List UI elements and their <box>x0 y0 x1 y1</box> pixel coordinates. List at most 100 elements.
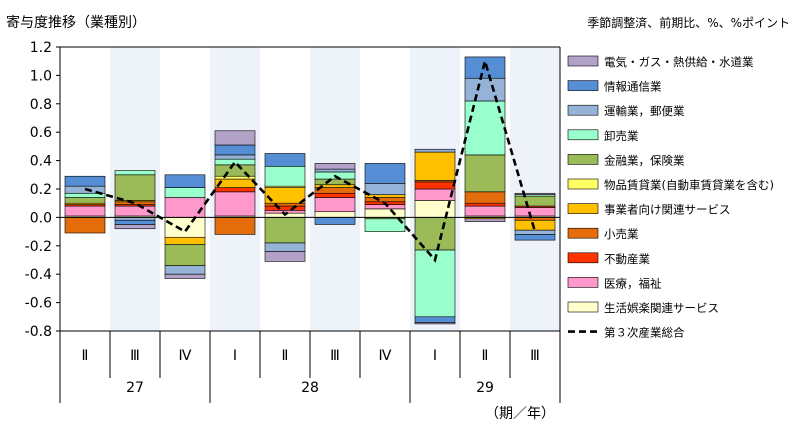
bar-segment <box>264 217 306 244</box>
legend-label: 第３次産業総合 <box>604 326 685 340</box>
x-tick-label: Ⅱ <box>82 348 89 364</box>
bar-segment <box>314 217 356 225</box>
legend-swatch <box>567 129 599 141</box>
bar-segment <box>114 224 156 230</box>
bar-segment <box>464 191 506 204</box>
bar-segment <box>464 202 506 207</box>
legend-swatch <box>567 178 599 190</box>
bar-segment <box>414 316 456 323</box>
bar-segment <box>64 217 106 234</box>
bar-segment <box>164 217 206 238</box>
legend-label: 電気・ガス・熱供給・水道業 <box>604 55 754 69</box>
y-tick-label: -0.4 <box>25 267 52 283</box>
shaded-band <box>510 47 560 331</box>
legend-swatch <box>567 80 599 91</box>
legend-swatch <box>567 252 599 264</box>
bar-segment <box>514 192 556 195</box>
bar-segment <box>414 181 456 190</box>
bar-segment <box>514 234 556 241</box>
bar-segment <box>314 168 356 173</box>
legend-swatch <box>567 104 599 116</box>
bar-segment <box>414 322 456 325</box>
x-tick-label: Ⅱ <box>482 348 489 364</box>
bar-segment <box>64 205 106 217</box>
bar-segment <box>364 218 406 232</box>
bar-segment <box>214 217 256 235</box>
x-tick-label: Ⅱ <box>282 348 289 364</box>
legend-label: 事業者向け関連サービス <box>604 203 731 217</box>
bar-segment <box>214 130 256 146</box>
axes: 1.2 1.0 0.8 0.6 0.4 0.2 0.0 -0.2 -0.4 -0.6 -0.8 Ⅱ Ⅲ Ⅳ… <box>25 40 561 403</box>
legend-swatch <box>567 227 599 239</box>
bar-segment <box>164 265 206 275</box>
bar-segment <box>114 174 156 201</box>
bar-segment <box>314 197 356 213</box>
x-tick-label: Ⅰ <box>433 348 437 364</box>
x-tick-label: Ⅲ <box>530 348 540 364</box>
y-tick-label: 0.0 <box>30 210 52 226</box>
chart-title: 寄与度推移（業種別） <box>6 14 146 31</box>
legend-label: 不動産業 <box>604 252 650 266</box>
year-label: 29 <box>476 380 494 396</box>
legend-label: 運輸業，郵便業 <box>604 104 685 118</box>
bar-segment <box>64 197 106 204</box>
bar-segment <box>264 251 306 262</box>
bar-segment <box>264 165 306 187</box>
y-tick-label: 0.8 <box>30 97 52 113</box>
y-tick-label: 0.2 <box>30 182 52 198</box>
bar-segment <box>164 197 206 218</box>
bar-segment <box>264 202 306 207</box>
bar-segment <box>514 207 556 217</box>
bar-segment <box>364 204 406 210</box>
bar-segment <box>214 164 256 177</box>
y-tick-label: 0.6 <box>30 125 52 141</box>
bar-segment <box>364 194 406 198</box>
bar-segment <box>364 197 406 203</box>
bar-segment <box>464 218 506 222</box>
bar-segment <box>264 205 306 211</box>
legend-swatch <box>567 154 599 165</box>
legend-swatch <box>567 277 599 288</box>
legend-swatch <box>567 203 599 214</box>
bar-segment <box>64 175 106 187</box>
legend-label: 生活娯楽関連サービス <box>604 301 719 315</box>
bar-segment <box>364 163 406 184</box>
legend-label: 小売業 <box>604 227 639 241</box>
y-tick-label: 1.2 <box>30 40 52 56</box>
bar-segment <box>164 174 206 188</box>
year-label: 28 <box>301 380 319 396</box>
bar-segment <box>464 77 506 102</box>
legend: 電気・ガス・熱供給・水道業情報通信業運輸業，郵便業卸売業金融業，保険業物品賃貸業… <box>567 55 774 340</box>
x-axis-unit-label: （期／年） <box>485 406 555 422</box>
legend-swatch <box>567 55 599 67</box>
bar-segment <box>364 208 406 218</box>
x-tick-label: Ⅳ <box>379 348 392 364</box>
x-tick-label: Ⅳ <box>179 348 192 364</box>
bar-segment <box>514 195 556 207</box>
bar-segment <box>514 229 556 235</box>
bar-segment <box>464 205 506 217</box>
bar-segment <box>464 56 506 79</box>
bar-segment <box>314 192 356 198</box>
y-tick-label: 1.0 <box>30 68 52 84</box>
bar-segment <box>214 144 256 156</box>
x-tick-label: Ⅰ <box>233 348 237 364</box>
y-tick-label: -0.6 <box>25 296 52 312</box>
bar-segment <box>114 219 156 225</box>
chart-subtitle: 季節調整済、前期比、%、%ポイント <box>587 15 790 30</box>
legend-label: 医療，福祉 <box>604 276 662 290</box>
bar-segment <box>414 151 456 181</box>
bar-segment <box>414 188 456 201</box>
bar-segment <box>114 170 156 176</box>
legend-swatch <box>567 301 599 313</box>
bar-segment <box>164 244 206 266</box>
bar-segment <box>214 187 256 193</box>
year-label: 27 <box>126 380 144 396</box>
legend-label: 卸売業 <box>604 129 639 143</box>
y-tick-label: 0.4 <box>30 154 52 170</box>
legend-label: 情報通信業 <box>604 80 662 94</box>
x-tick-label: Ⅲ <box>330 348 340 364</box>
bar-segment <box>214 191 256 217</box>
bar-segment <box>414 148 456 153</box>
